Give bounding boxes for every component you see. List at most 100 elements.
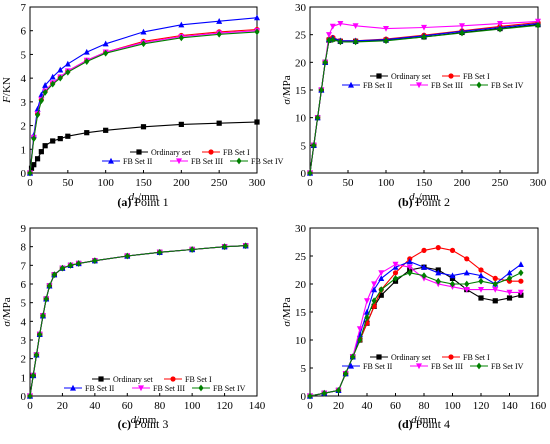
- data-point: [38, 97, 44, 105]
- data-point: [392, 270, 399, 276]
- data-point: [459, 29, 465, 37]
- data-point: [221, 243, 228, 251]
- data-point: [92, 257, 98, 265]
- data-point: [449, 275, 456, 281]
- series-line: [309, 21, 539, 174]
- panel-caption: (d) Point 4: [398, 417, 450, 431]
- data-point: [517, 261, 524, 267]
- chart-panel-1: 0 50 100 150 200 250 300 0 1 2 3 4 5 6 7 d2/mm F/KN Ordin…: [1, 2, 284, 209]
- legend-label: FB Set II: [363, 81, 393, 90]
- data-point: [435, 277, 441, 285]
- data-point: [31, 135, 37, 143]
- legend-label: Ordinary set: [391, 72, 432, 81]
- y-tick-label: 10: [295, 335, 307, 347]
- data-point: [33, 351, 40, 359]
- legend-label: FB Set I: [463, 353, 490, 362]
- data-point: [492, 275, 498, 281]
- legend-swatch-marker: [176, 158, 182, 165]
- data-point: [27, 392, 33, 400]
- legend: Ordinary set FB Set I FB Set II FB Set III F…: [342, 353, 524, 371]
- data-point: [57, 136, 63, 142]
- legend-label: FB Set I: [223, 148, 250, 157]
- y-tick-label: 5: [301, 363, 307, 375]
- data-point: [364, 298, 370, 304]
- y-axis-label: σ/MPa: [1, 297, 13, 326]
- data-point: [383, 37, 389, 45]
- y-tick-label: 5: [21, 298, 27, 310]
- legend-swatch-marker: [448, 73, 454, 79]
- data-point: [506, 289, 513, 296]
- x-tick-label: 250: [211, 177, 228, 189]
- x-tick-label: 120: [216, 400, 233, 412]
- legend-swatch-marker: [348, 81, 354, 88]
- data-point: [459, 23, 465, 30]
- data-point: [37, 331, 43, 338]
- data-point: [64, 60, 71, 67]
- data-point: [435, 269, 442, 276]
- x-axis-label: d2/mm: [129, 191, 159, 205]
- data-point: [463, 287, 470, 293]
- y-tick-label: 7: [21, 2, 27, 14]
- x-tick-label: 60: [390, 400, 402, 412]
- series-fb-set-i: [307, 245, 524, 399]
- data-point: [46, 282, 53, 290]
- y-tick-label: 4: [21, 73, 27, 85]
- data-point: [315, 114, 321, 122]
- legend-label: Ordinary set: [391, 353, 432, 362]
- y-tick-label: 4: [21, 316, 27, 328]
- x-tick-label: 300: [530, 177, 547, 189]
- x-tick-label: 100: [97, 177, 114, 189]
- data-point: [124, 252, 130, 260]
- y-tick-label: 9: [21, 223, 27, 235]
- data-point: [371, 281, 378, 288]
- legend-swatch-marker: [476, 81, 482, 89]
- x-axis-label: d/mm: [131, 414, 157, 426]
- data-point: [383, 25, 389, 32]
- legend-label: FB Set IV: [491, 362, 524, 371]
- data-point: [353, 38, 359, 46]
- series-line: [29, 17, 258, 174]
- data-point: [311, 141, 317, 149]
- data-point: [464, 256, 470, 262]
- data-point: [478, 295, 484, 301]
- y-tick-label: 15: [295, 85, 307, 97]
- data-point: [254, 14, 260, 21]
- data-point: [51, 271, 57, 279]
- legend-label: FB Set II: [85, 384, 115, 393]
- y-tick-label: 25: [295, 251, 307, 263]
- data-point: [254, 28, 260, 36]
- data-point: [65, 68, 71, 76]
- data-point: [40, 312, 46, 320]
- legend-swatch-marker: [136, 149, 142, 155]
- data-point: [464, 280, 470, 288]
- y-tick-label: 5: [21, 49, 27, 61]
- legend: Ordinary set FB Set I FB Set II FB Set III F…: [64, 375, 246, 393]
- legend-swatch-marker: [70, 384, 76, 391]
- y-tick-label: 0: [301, 168, 307, 180]
- data-point: [407, 269, 413, 277]
- x-tick-label: 80: [154, 400, 166, 412]
- data-point: [34, 156, 41, 162]
- data-point: [43, 295, 49, 303]
- data-point: [329, 23, 336, 30]
- legend-swatch-marker: [236, 157, 242, 165]
- legend-swatch-marker: [108, 157, 114, 164]
- data-point: [321, 389, 327, 397]
- chart-panel-2: 0 50 100 150 200 250 300 0 5 10 15 20 25 30 d2/mm σ/MPa…: [281, 2, 547, 209]
- legend-label: FB Set IV: [491, 81, 524, 90]
- y-tick-label: 30: [295, 223, 307, 235]
- data-point: [506, 269, 513, 276]
- y-tick-label: 10: [295, 113, 307, 125]
- y-tick-label: 0: [21, 391, 27, 403]
- x-tick-label: 200: [454, 177, 471, 189]
- data-point: [34, 111, 41, 119]
- x-tick-label: 100: [184, 400, 201, 412]
- y-tick-label: 6: [21, 279, 27, 291]
- y-axis-label: σ/MPa: [281, 75, 293, 104]
- data-point: [497, 25, 503, 33]
- legend-swatch-marker: [416, 82, 422, 89]
- data-point: [42, 143, 48, 149]
- series-line: [309, 261, 522, 397]
- data-point: [406, 258, 413, 265]
- data-point: [326, 36, 332, 44]
